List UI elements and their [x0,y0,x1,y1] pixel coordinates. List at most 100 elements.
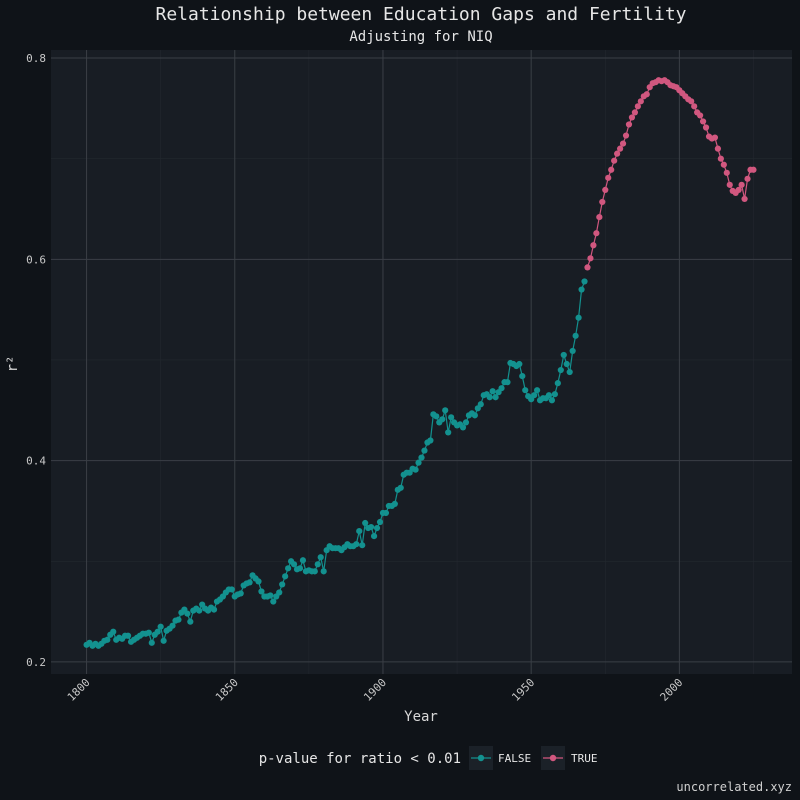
data-point-false [572,332,579,339]
data-point-false [522,387,529,394]
data-point-false [175,616,182,623]
data-point-false [373,524,381,532]
data-point-false [160,637,167,644]
data-point-false [412,466,419,473]
data-point-false [492,394,499,401]
data-point-false [581,278,588,285]
grid-minor [51,50,792,674]
data-point-false [290,561,298,568]
data-point-false [498,385,505,392]
data-point-true [717,155,724,162]
y-tick-label: 0.8 [26,52,46,65]
data-point-false [566,368,573,376]
data-point-false [359,542,366,549]
data-point-false [154,628,161,635]
data-point-false [439,416,446,423]
series-true [584,77,757,271]
data-point-true [602,186,609,193]
data-point-true [608,166,615,173]
data-point-false [255,578,262,585]
data-point-false [237,590,244,597]
data-point-false [578,286,585,293]
legend-title: p-value for ratio < 0.01 [259,751,461,767]
data-point-false [551,391,558,398]
data-point-false [246,579,253,586]
data-point-false [320,568,327,575]
data-point-false [285,565,292,572]
data-point-true [622,132,630,139]
data-point-true [628,114,636,121]
data-point-true [631,109,639,116]
data-point-false [489,388,496,395]
data-point-false [184,610,191,617]
data-point-false [448,414,455,421]
data-point-true [691,103,698,110]
chart-subtitle: Adjusting for NIQ [349,29,492,45]
data-point-false [157,623,164,630]
data-point-true [711,134,719,141]
data-point-false [560,351,567,359]
legend-key-dot-false [477,754,485,762]
data-point-true [584,264,591,271]
data-point-true [599,198,606,206]
data-point-false [362,519,369,527]
data-point-false [187,618,194,625]
data-point-false [353,541,360,548]
data-point-false [471,412,478,419]
data-point-true [637,98,644,105]
data-point-false [545,392,553,399]
data-point-true [688,98,695,105]
legend-label-false: FALSE [498,752,531,765]
data-point-true [634,103,641,110]
data-point-false [421,447,428,454]
data-point-false [368,523,375,531]
data-point-true [738,181,745,188]
data-point-false [391,500,398,508]
data-point-false [296,565,304,572]
data-point-true [720,161,727,168]
data-point-false [534,387,541,394]
data-point-false [228,586,235,593]
data-point-false [569,347,576,355]
legend-item-true: TRUE [541,746,598,770]
y-tick-label: 0.4 [26,455,46,468]
data-point-false [442,407,449,414]
data-point-false [276,589,283,596]
plot-panel [51,50,792,674]
data-point-true [619,140,627,147]
legend-item-false: FALSE [469,746,531,770]
data-point-false [376,518,384,526]
data-point-false [124,632,132,639]
data-point-false [145,629,152,636]
data-point-false [104,636,111,643]
data-point-false [519,372,526,380]
data-point-false [504,379,511,386]
data-point-false [270,598,277,605]
watermark: uncorrelated.xyz [676,780,792,794]
data-point-true [735,186,742,193]
legend-key-dot-true [549,754,557,762]
data-point-false [110,628,117,635]
data-point-false [314,561,321,568]
data-point-false [554,380,561,387]
legend-label-true: TRUE [571,752,598,765]
data-point-false [196,607,203,614]
data-point-true [643,91,650,98]
data-point-true [605,174,612,181]
data-point-false [382,509,390,517]
data-point-false [477,401,484,408]
data-point-false [531,392,538,399]
data-point-false [317,554,324,561]
data-point-false [459,424,467,431]
data-point-true [723,169,730,176]
data-point-false [415,459,422,466]
data-point-true [593,230,600,237]
data-point-true [590,242,597,249]
y-tick-label: 0.6 [26,253,46,266]
data-point-false [433,413,440,420]
data-point-false [169,622,176,629]
data-point-true [587,255,594,262]
data-point-false [311,568,318,575]
